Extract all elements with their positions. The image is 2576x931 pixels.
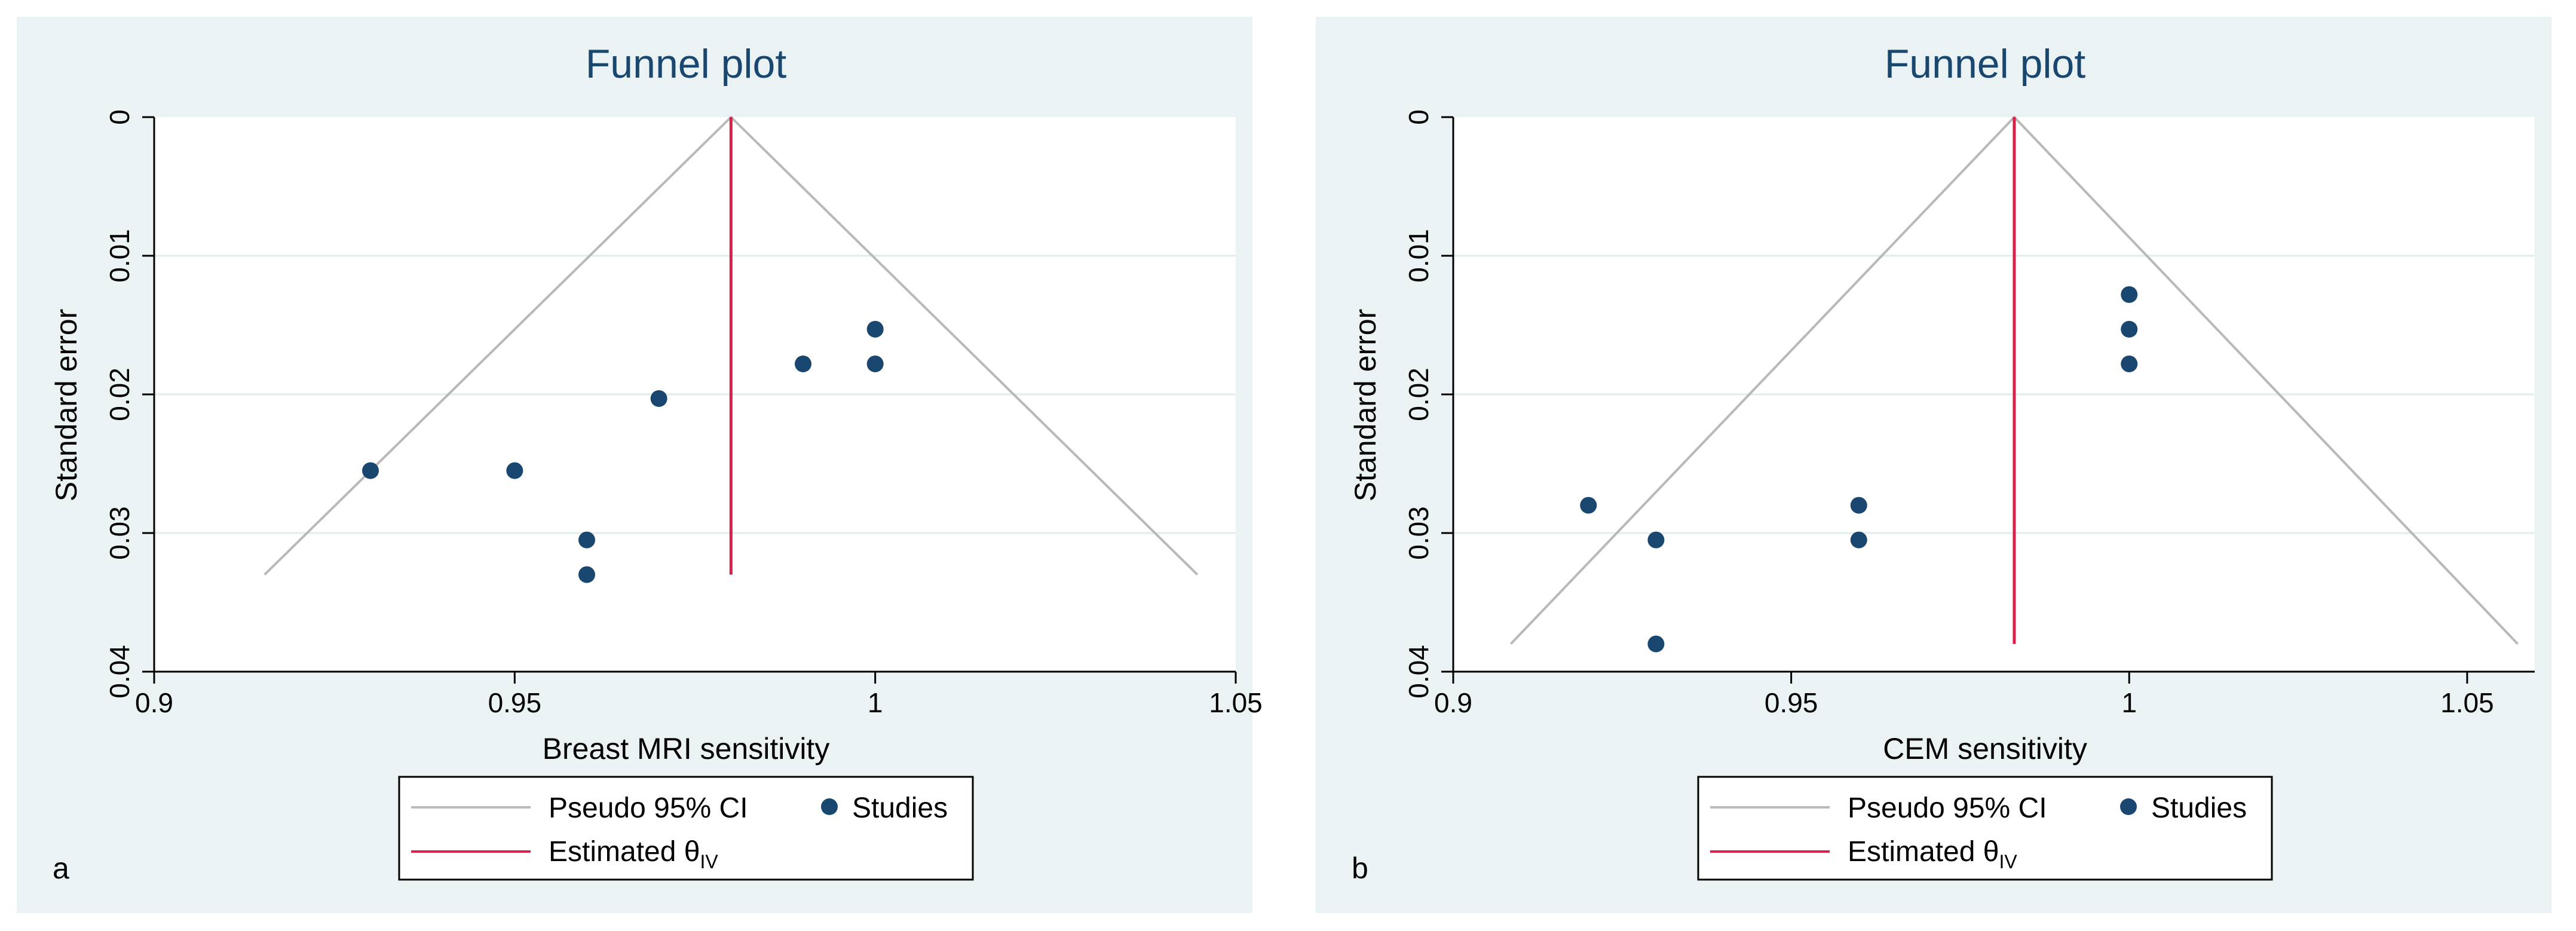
plot-area: 0 0.01 0.02 0.03 0.040.9 0.95 1 1.05: [104, 109, 1263, 718]
study-point: [2121, 355, 2138, 372]
study-point: [2121, 286, 2138, 303]
x-tick-label: 0.95: [1765, 687, 1818, 718]
x-tick-label: 1.05: [1209, 687, 1263, 718]
y-tick-label: 0.04: [1403, 645, 1434, 699]
legend-box: [398, 776, 974, 881]
panel-label: a: [53, 852, 69, 885]
study-point: [866, 355, 884, 372]
study-point: [1647, 635, 1665, 653]
x-tick-label: 1.05: [2440, 687, 2494, 718]
study-point: [1850, 531, 1867, 549]
study-point: [2121, 320, 2138, 338]
legend-studies-label: Studies: [2151, 792, 2247, 824]
study-point: [578, 531, 595, 549]
y-tick-label: 0.03: [1403, 506, 1434, 560]
plot-area: 0 0.01 0.02 0.03 0.040.9 0.95 1 1.05: [1403, 109, 2535, 718]
y-axis-title: Standard error: [50, 309, 83, 501]
x-tick-label: 0.9: [1434, 687, 1472, 718]
chart-title: Funnel plot: [1885, 41, 2086, 87]
panel-label: b: [1352, 852, 1368, 885]
y-tick-label: 0: [104, 109, 135, 125]
legend-box: [1697, 776, 2273, 881]
legend-ci-label: Pseudo 95% CI: [549, 792, 748, 824]
legend-estimate-label: Estimated θIV: [549, 836, 718, 872]
y-axis-title: Standard error: [1349, 309, 1382, 501]
legend-ci-label: Pseudo 95% CI: [1848, 792, 2047, 824]
funnel-plot-panel-a: 0 0.01 0.02 0.03 0.04 0.9 0.95 1 1.05 Funnel plot…: [17, 17, 1263, 913]
y-tick-label: 0.02: [1403, 368, 1434, 421]
y-tick-label: 0.02: [104, 368, 135, 421]
study-point: [795, 355, 811, 372]
x-axis-title: Breast MRI sensitivity: [543, 732, 830, 765]
legend-studies-label: Studies: [852, 792, 948, 824]
legend-studies-swatch: [821, 798, 838, 815]
x-tick-label: 1: [2121, 687, 2137, 718]
y-tick-label: 0.01: [104, 229, 135, 283]
legend: Pseudo 95% CI Studies Estimated θIV: [1697, 776, 2273, 881]
study-point: [1580, 497, 1597, 514]
legend-estimate-label: Estimated θIV: [1848, 836, 2017, 872]
study-point: [578, 566, 595, 583]
legend-studies-swatch: [2120, 798, 2137, 815]
funnel-plot-b-svg: 0 0.01 0.02 0.03 0.040.9 0.95 1 1.05 Funnel plot…: [1349, 41, 2535, 885]
study-point: [506, 462, 523, 479]
study-point: [866, 320, 884, 338]
study-point: [1647, 531, 1665, 549]
y-tick-label: 0: [1403, 109, 1434, 125]
y-tick-label: 0.04: [104, 645, 135, 699]
y-tick-label: 0.03: [104, 506, 135, 560]
legend: Pseudo 95% CI Studies Estimated θIV: [398, 776, 974, 881]
x-tick-label: 0.95: [488, 687, 542, 718]
funnel-plot-panel-b: 0 0.01 0.02 0.03 0.04 0.9 0.95 1 1.05 Funnel plot…: [1316, 17, 2552, 913]
chart-title: Funnel plot: [586, 41, 787, 87]
study-point: [362, 462, 379, 479]
x-tick-label: 0.9: [135, 687, 173, 718]
study-point: [650, 390, 667, 407]
x-axis-title: CEM sensitivity: [1883, 732, 2087, 765]
x-tick-label: 1: [868, 687, 883, 718]
funnel-plot-a-svg: 0 0.01 0.02 0.03 0.040.9 0.95 1 1.05 Funnel plot…: [50, 41, 1263, 885]
y-tick-label: 0.01: [1403, 229, 1434, 283]
study-point: [1850, 497, 1867, 514]
